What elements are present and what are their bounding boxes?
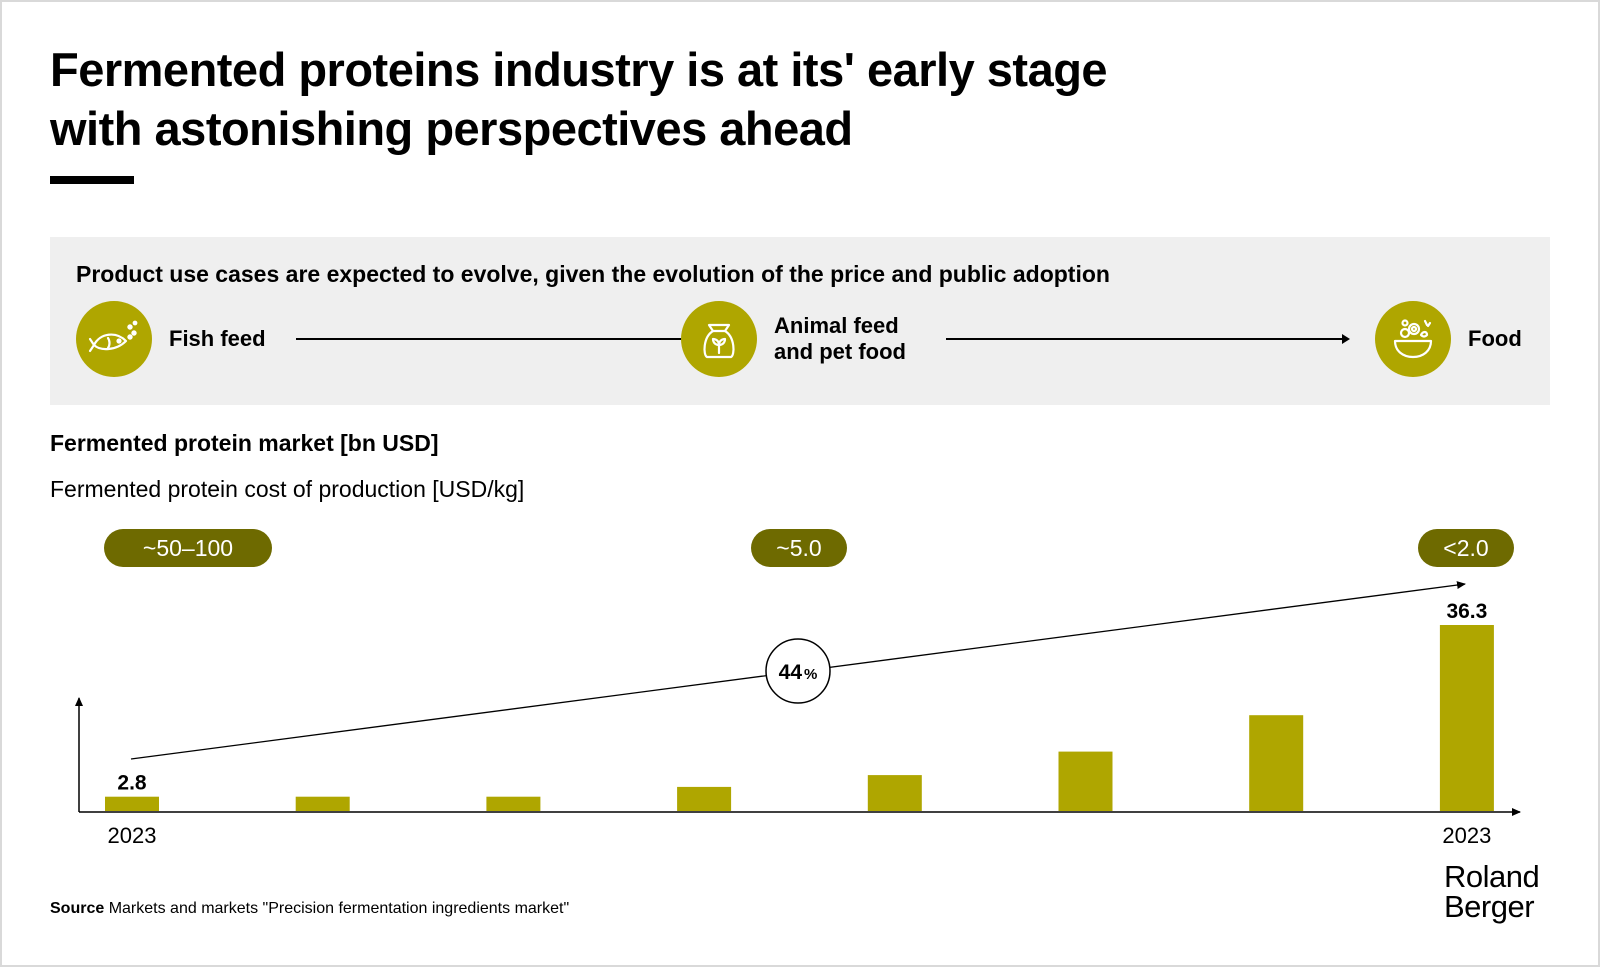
stage-animal-feed: Animal feed and pet food <box>681 301 906 377</box>
page-title: Fermented proteins industry is at its' e… <box>50 40 1250 158</box>
use-cases-heading: Product use cases are expected to evolve… <box>76 261 1110 287</box>
source-note: Source Markets and markets "Precision fe… <box>50 900 569 918</box>
svg-text:44%: 44% <box>779 661 818 684</box>
chart-subtitle: Fermented protein cost of production [US… <box>50 476 525 502</box>
x-tick-label: 2023 <box>108 823 157 848</box>
source-label: Source <box>50 900 105 917</box>
title-line-2: with astonishing perspectives ahead <box>50 102 853 155</box>
bar <box>105 796 159 811</box>
cost-pill: ~5.0 <box>751 529 847 567</box>
title-line-1: Fermented proteins industry is at its' e… <box>50 43 1108 96</box>
cost-pill: <2.0 <box>1418 529 1514 567</box>
stage-label: Animal feed and pet food <box>774 313 906 364</box>
bar <box>1439 625 1494 811</box>
bar <box>867 775 922 811</box>
bar <box>677 786 732 811</box>
source-text: Markets and markets "Precision fermentat… <box>108 900 570 917</box>
cagr-unit: % <box>804 666 817 683</box>
progress-arrow <box>946 334 1350 344</box>
stage-label: Fish feed <box>169 326 266 351</box>
cagr-value: 44 <box>779 661 803 684</box>
stage-fish-feed: Fish feed <box>76 301 266 377</box>
bar <box>1249 715 1304 811</box>
stage-label: Food <box>1468 326 1522 351</box>
use-cases-panel: Product use cases are expected to evolve… <box>50 237 1550 405</box>
title-underline <box>50 176 134 184</box>
bar <box>486 796 541 811</box>
cost-pill: ~50–100 <box>104 529 272 567</box>
bar-value-label: 2.8 <box>117 772 147 795</box>
fish-icon <box>76 301 152 377</box>
bar-value-label: 36.3 <box>1446 600 1487 623</box>
chart-title: Fermented protein market [bn USD] <box>50 430 439 456</box>
food-bowl-icon <box>1375 301 1451 377</box>
feed-bag-icon <box>681 301 757 377</box>
x-tick-label: 2023 <box>1442 823 1491 848</box>
bar <box>1058 751 1113 811</box>
bar <box>295 796 350 811</box>
cagr-badge: 44% <box>765 638 831 704</box>
stage-food: Food <box>1375 301 1522 377</box>
roland-berger-logo: Roland Berger <box>1444 859 1540 924</box>
